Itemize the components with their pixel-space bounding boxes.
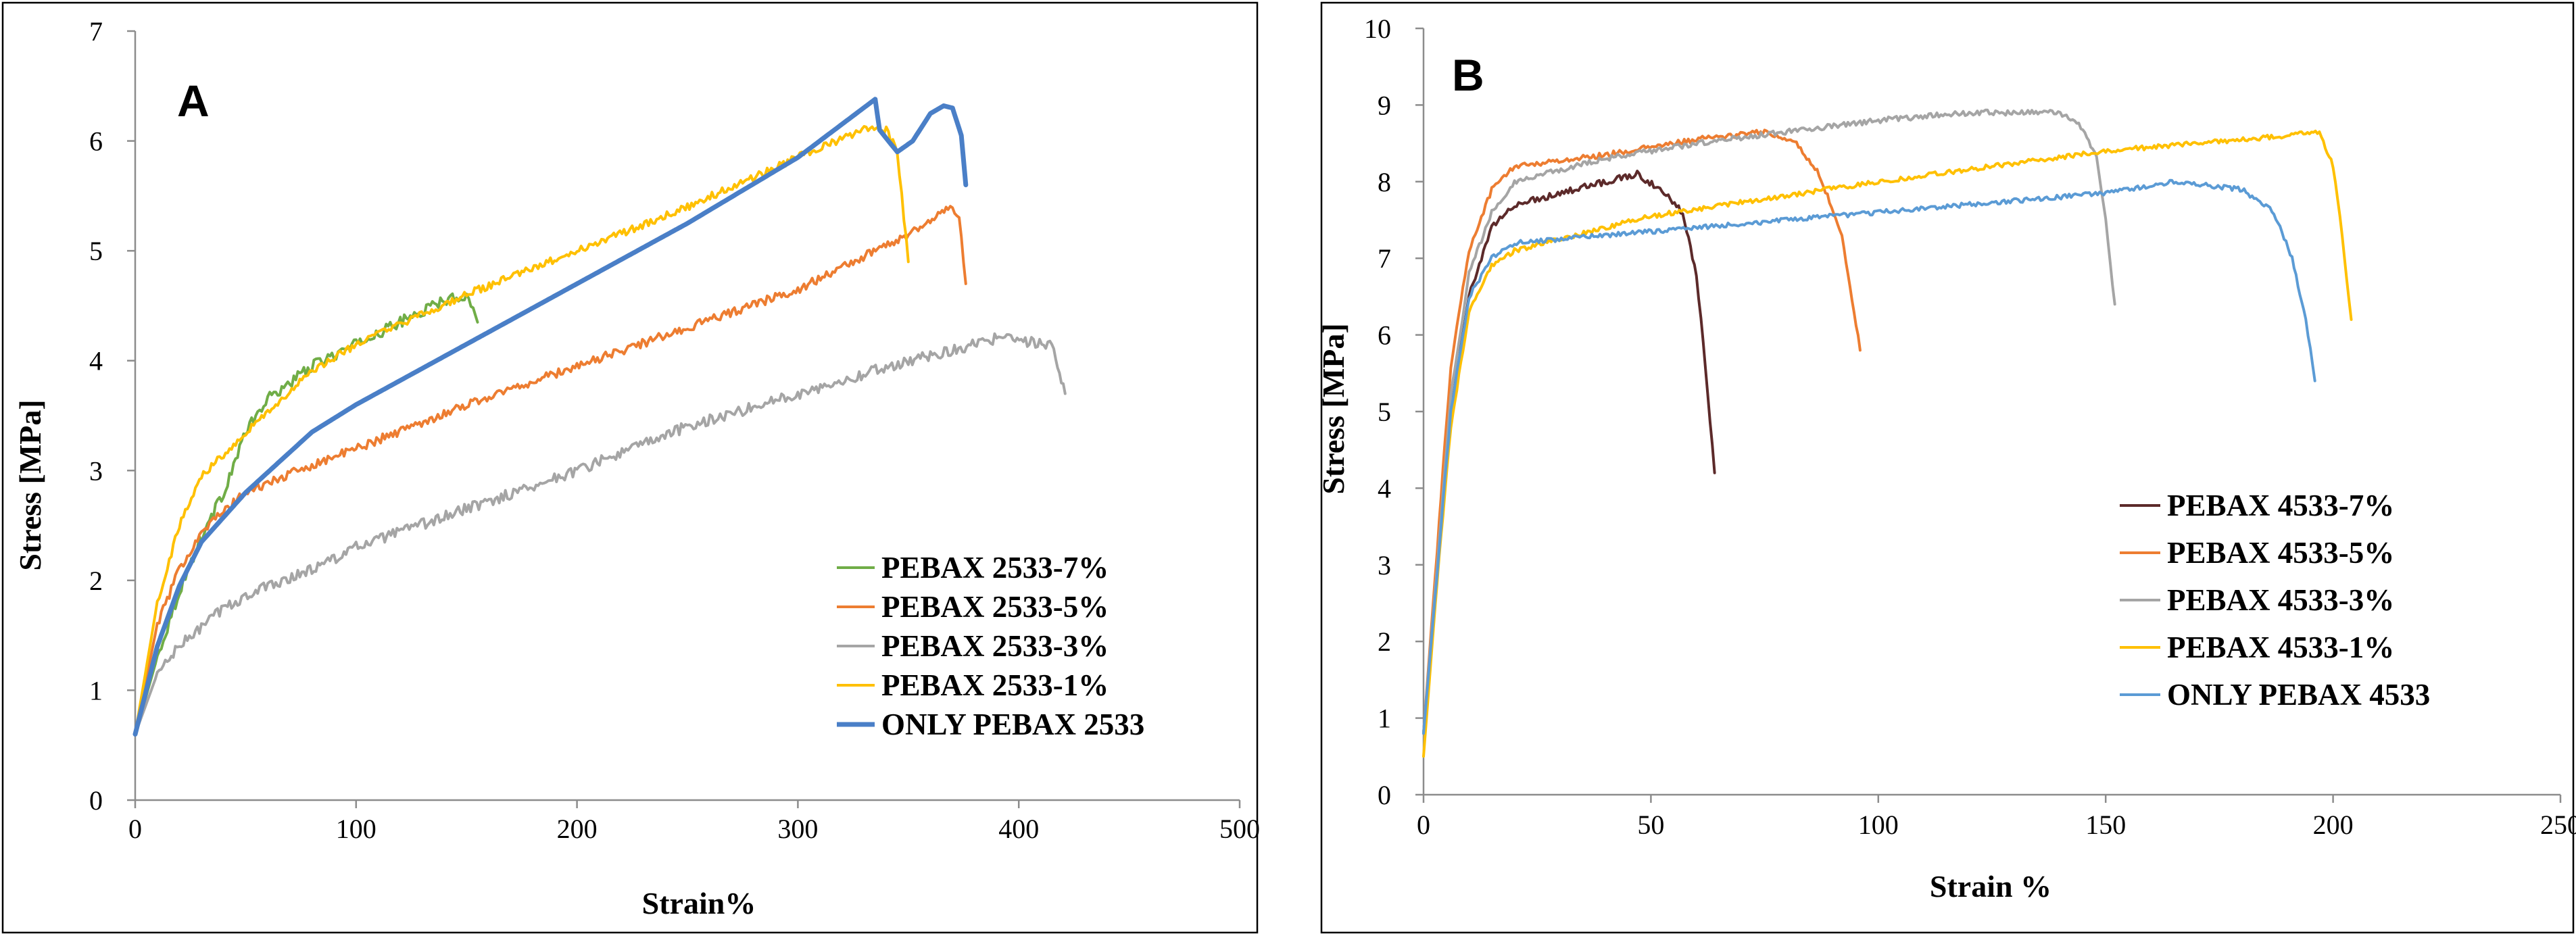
panel-b-y-tick-label: 10 — [1364, 14, 1391, 44]
panel-b-y-axis-title: Stress [MPa] — [1316, 323, 1351, 494]
panel-b-y-tick-label: 3 — [1378, 550, 1391, 580]
panel-b-label: B — [1452, 50, 1484, 100]
panel-a-series-pebax-2533-5 — [134, 205, 967, 736]
panel-b-plot-area: 0 50 100 150 200 250 0 1 2 3 4 5 6 7 8 9 10 — [1364, 14, 2576, 840]
panel-a-legend-item: PEBAX 2533-3% — [837, 629, 1109, 663]
panel-a-plot-area: 0 100 200 300 400 500 0 1 2 3 4 5 6 7 — [89, 16, 1260, 844]
panel-a-x-tick-label: 100 — [336, 814, 376, 844]
chart-panel-b: 0 50 100 150 200 250 0 1 2 3 4 5 6 7 8 9 10 B Strain % S… — [1316, 1, 2576, 934]
panel-a-y-tick-label: 7 — [89, 16, 103, 47]
panel-a-y-tick-label: 0 — [89, 785, 103, 816]
panel-a-legend: PEBAX 2533-7% PEBAX 2533-5% PEBAX 2533-3% P… — [837, 551, 1144, 741]
panel-b-x-tick-label: 0 — [1417, 810, 1430, 840]
panel-a-frame — [1, 1, 1259, 934]
panel-a-series-pebax-2533-3 — [134, 332, 1067, 736]
panel-b-legend-label: PEBAX 4533-5% — [2167, 536, 2394, 570]
panel-a-x-tick-label: 400 — [998, 814, 1039, 844]
panel-a-y-axis-title: Stress [MPa] — [13, 399, 47, 570]
panel-a-legend-label: PEBAX 2533-7% — [881, 551, 1109, 585]
panel-a-x-tick-label: 0 — [128, 814, 142, 844]
panel-b-legend-label: PEBAX 4533-3% — [2167, 583, 2394, 617]
panel-b-legend: PEBAX 4533-7% PEBAX 4533-5% PEBAX 4533-3% P… — [2120, 489, 2430, 712]
panel-b-x-tick-label: 50 — [1637, 810, 1664, 840]
panel-a-series-only-pebax-2533 — [132, 97, 969, 737]
panel-a-legend-item: ONLY PEBAX 2533 — [837, 708, 1144, 741]
panel-a-y-tick-label: 3 — [89, 455, 103, 486]
panel-a-label: A — [177, 76, 210, 126]
panel-b-legend-item: PEBAX 4533-5% — [2120, 536, 2394, 570]
panel-b-x-tick-label: 250 — [2540, 810, 2576, 840]
panel-b-series-pebax-4533-7 — [1422, 170, 1716, 735]
panel-b-series-pebax-4533-3 — [1422, 108, 2116, 735]
panel-b-legend-item: ONLY PEBAX 4533 — [2120, 678, 2430, 712]
panel-b-y-tick-label: 4 — [1378, 473, 1391, 503]
panel-b-legend-item: PEBAX 4533-7% — [2120, 489, 2394, 522]
panel-a-legend-label: PEBAX 2533-5% — [881, 590, 1109, 624]
panel-b-y-tick-label: 9 — [1378, 90, 1391, 120]
panel-a-x-axis-title: Strain% — [642, 886, 756, 920]
panel-b-series-pebax-4533-5 — [1422, 128, 1862, 735]
panel-b-y-tick-label: 1 — [1378, 703, 1391, 734]
panel-a-y-tick-label: 6 — [89, 126, 103, 157]
panel-b-y-tick-label: 0 — [1378, 780, 1391, 810]
panel-b-frame — [1320, 1, 2575, 934]
panel-a-y-tick-label: 1 — [89, 675, 103, 706]
panel-a-legend-label: PEBAX 2533-3% — [881, 629, 1109, 663]
panel-a-x-tick-label: 500 — [1219, 814, 1260, 844]
panel-a-y-tick-label: 5 — [89, 236, 103, 266]
panel-b-y-tick-label: 5 — [1378, 397, 1391, 427]
panel-a-y-tick-label: 4 — [89, 346, 103, 376]
panel-b-legend-label: PEBAX 4533-7% — [2167, 489, 2394, 522]
panel-b-x-tick-label: 100 — [1858, 810, 1899, 840]
panel-b-x-tick-label: 200 — [2313, 810, 2354, 840]
panel-b-legend-item: PEBAX 4533-1% — [2120, 630, 2394, 664]
panel-b-legend-label: PEBAX 4533-1% — [2167, 630, 2394, 664]
panel-b-x-tick-label: 150 — [2085, 810, 2126, 840]
panel-b-y-tick-label: 2 — [1378, 626, 1391, 657]
panel-a-legend-item: PEBAX 2533-5% — [837, 590, 1109, 624]
panel-b-y-tick-label: 7 — [1378, 243, 1391, 274]
panel-b-legend-label: ONLY PEBAX 4533 — [2167, 678, 2430, 712]
panel-a-legend-label: ONLY PEBAX 2533 — [881, 708, 1144, 741]
panel-a-series-pebax-2533-1 — [134, 125, 910, 736]
panel-b-y-tick-label: 6 — [1378, 320, 1391, 351]
panel-a-x-tick-label: 300 — [777, 814, 818, 844]
panel-a-y-tick-label: 2 — [89, 566, 103, 596]
chart-panel-a: 0 100 200 300 400 500 0 1 2 3 4 5 6 7 A Strain% Stres… — [1, 1, 1260, 934]
panel-a-legend-item: PEBAX 2533-1% — [837, 668, 1109, 702]
panel-a-x-tick-label: 200 — [557, 814, 598, 844]
panel-b-series-only-pebax-4533 — [1422, 178, 2316, 735]
panel-a-series-pebax-2533-7 — [134, 292, 479, 736]
panel-b-y-tick-label: 8 — [1378, 167, 1391, 197]
panel-a-legend-label: PEBAX 2533-1% — [881, 668, 1109, 702]
panel-b-x-axis-title: Strain % — [1930, 869, 2051, 904]
panel-a-legend-item: PEBAX 2533-7% — [837, 551, 1109, 585]
panel-b-legend-item: PEBAX 4533-3% — [2120, 583, 2394, 617]
